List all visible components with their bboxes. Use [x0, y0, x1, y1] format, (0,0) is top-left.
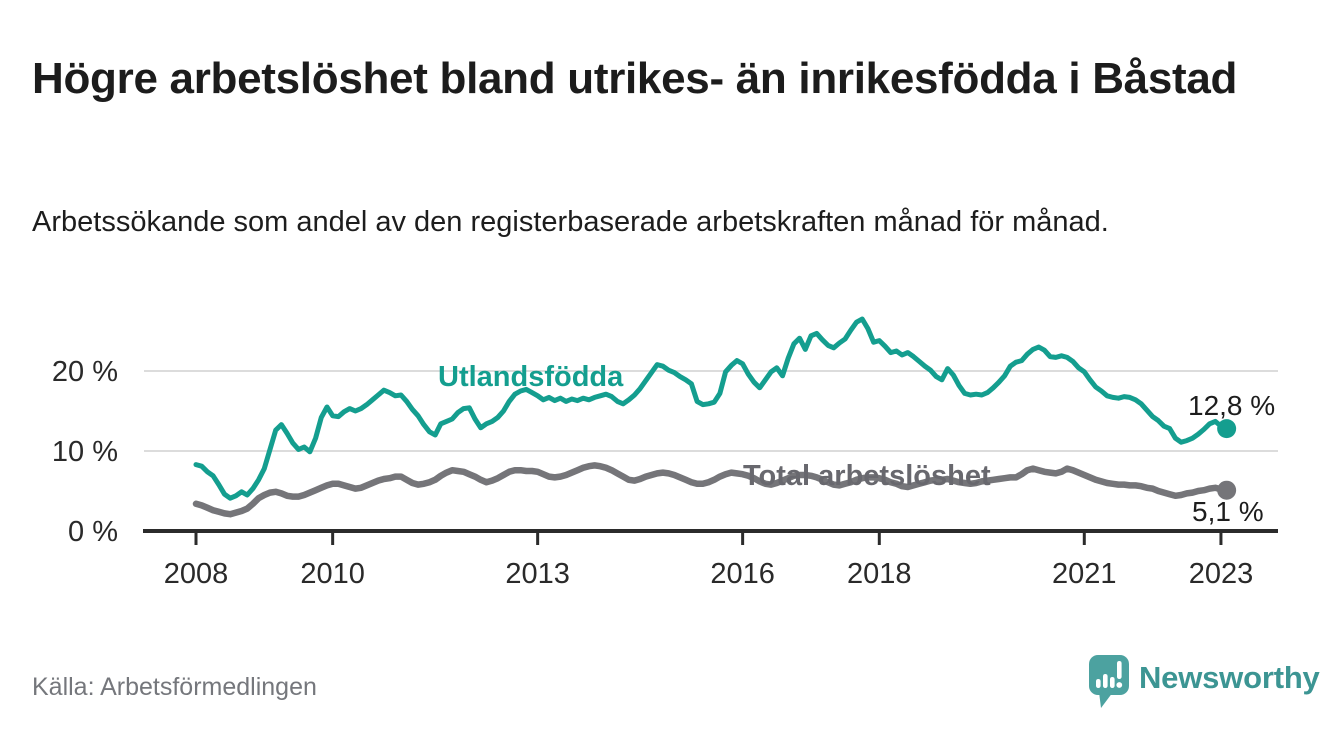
total-series-label: Total arbetslöshet	[743, 460, 991, 492]
y-tick-label: 0 %	[68, 516, 118, 548]
x-tick-label: 2021	[1052, 558, 1117, 590]
foreign-born-line	[193, 316, 1230, 501]
source-note: Källa: Arbetsförmedlingen	[32, 673, 317, 701]
x-tick-label: 2018	[847, 558, 912, 590]
total-end-dot	[1217, 480, 1237, 500]
x-tick-label: 2013	[505, 558, 570, 590]
foreign-born-series-label: Utlandsfödda	[438, 361, 624, 393]
total-end-value: 5,1 %	[1192, 496, 1264, 527]
newsworthy-logo-icon	[1089, 655, 1129, 708]
brand-lockup: Newsworthy	[1086, 652, 1320, 712]
y-tick-label: 10 %	[52, 436, 118, 468]
x-tick-label: 2008	[164, 558, 229, 590]
page-subtitle: Arbetssökande som andel av den registerb…	[32, 206, 1109, 238]
foreign-born-end-dot	[1217, 419, 1237, 439]
x-tick-label: 2016	[710, 558, 775, 590]
x-tick-label: 2010	[300, 558, 365, 590]
brand-name: Newsworthy	[1139, 660, 1320, 695]
total-line	[192, 462, 1230, 518]
page-title: Högre arbetslöshet bland utrikes- än inr…	[32, 54, 1238, 104]
y-tick-label: 20 %	[52, 356, 118, 388]
line-chart: 0 % 10 % 20 % 2008 2010 2013 2016 2018 2021 2023 U…	[52, 316, 1278, 590]
foreign-born-end-value: 12,8 %	[1188, 390, 1275, 421]
x-tick-label: 2023	[1189, 558, 1254, 590]
